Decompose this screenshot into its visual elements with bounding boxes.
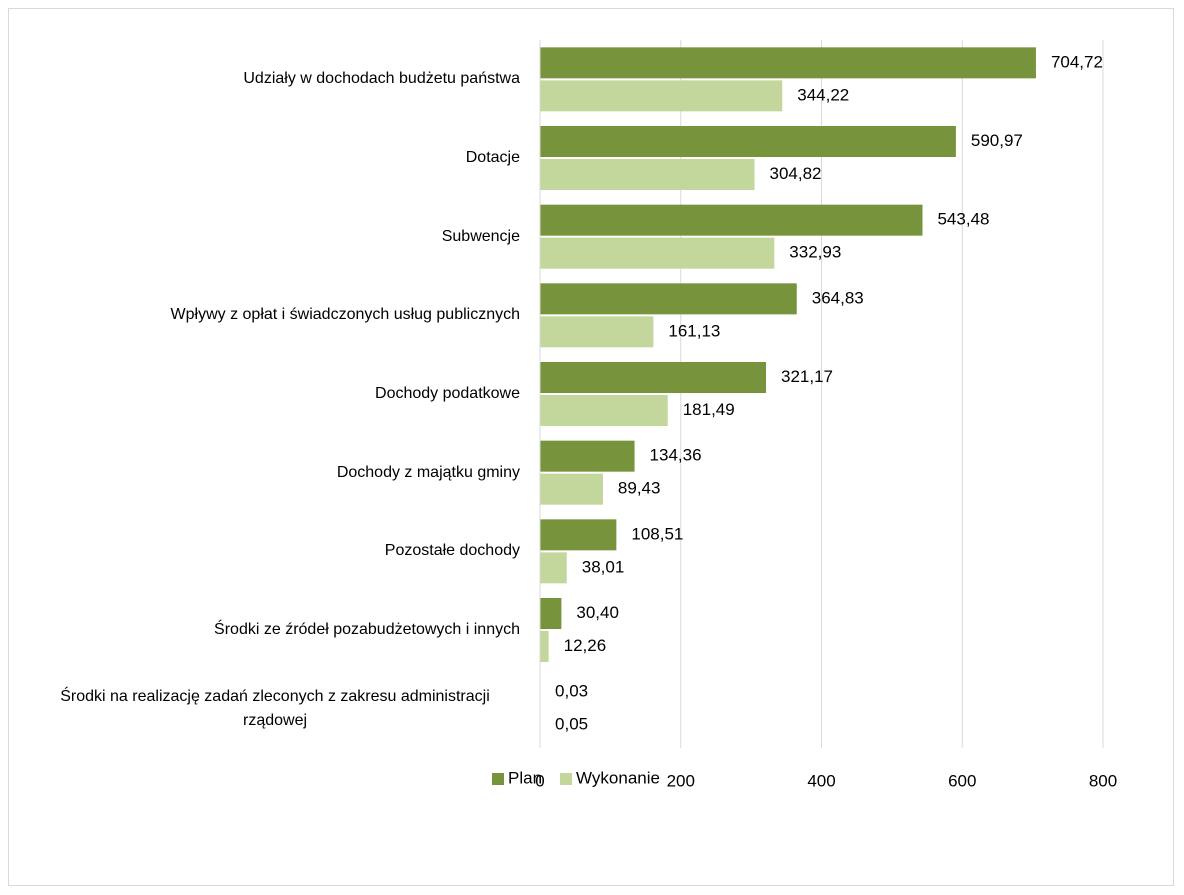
data-label: 0,03 bbox=[555, 682, 588, 701]
x-tick-label: 400 bbox=[807, 771, 835, 790]
data-label: 161,13 bbox=[668, 321, 720, 340]
category-label: Udziały w dochodach budżetu państwa bbox=[243, 70, 520, 88]
data-label: 12,26 bbox=[564, 636, 607, 655]
category-label: Pozostałe dochody bbox=[384, 542, 520, 560]
category-label: Środki na realizację zadań zleconych z z… bbox=[60, 687, 490, 729]
bar bbox=[540, 631, 549, 662]
category-label: Subwencje bbox=[441, 227, 520, 245]
data-label: 108,51 bbox=[631, 524, 683, 543]
bar bbox=[540, 440, 635, 472]
data-label: 344,22 bbox=[797, 85, 849, 104]
data-label: 543,48 bbox=[937, 210, 989, 229]
data-label: 38,01 bbox=[582, 557, 625, 576]
x-tick-label: 800 bbox=[1089, 771, 1117, 790]
data-label: 364,83 bbox=[812, 288, 864, 307]
legend-swatch bbox=[492, 773, 504, 785]
data-label: 0,05 bbox=[555, 715, 588, 734]
data-label: 134,36 bbox=[650, 446, 702, 465]
data-label: 332,93 bbox=[789, 243, 841, 262]
legend-swatch bbox=[560, 773, 573, 785]
bar bbox=[540, 473, 603, 505]
x-tick-label: 0 bbox=[535, 771, 544, 790]
category-label: Dochody podatkowe bbox=[375, 385, 520, 402]
category-label: Wpływy z opłat i świadczonych usług publ… bbox=[170, 306, 520, 324]
chart-frame bbox=[8, 8, 1174, 886]
category-label: Środki ze źródeł pozabudżetowych i innyc… bbox=[214, 621, 520, 638]
bar bbox=[540, 598, 562, 629]
bar bbox=[540, 362, 767, 393]
bar bbox=[540, 126, 956, 157]
bar bbox=[540, 316, 654, 348]
bar bbox=[540, 237, 775, 269]
data-label: 89,43 bbox=[618, 479, 661, 498]
bar bbox=[540, 519, 617, 551]
bar bbox=[540, 80, 783, 112]
x-tick-label: 600 bbox=[948, 771, 976, 790]
bar bbox=[540, 204, 923, 236]
category-label: Dotacje bbox=[465, 149, 520, 166]
bar bbox=[540, 552, 567, 584]
data-label: 590,97 bbox=[971, 131, 1023, 150]
bar bbox=[540, 395, 668, 426]
legend-label: Plan bbox=[508, 768, 542, 787]
legend-label: Wykonanie bbox=[576, 768, 660, 787]
category-label: Dochody z majątku gminy bbox=[336, 463, 520, 481]
bar bbox=[540, 47, 1036, 79]
data-label: 704,72 bbox=[1051, 52, 1103, 71]
data-label: 181,49 bbox=[683, 400, 735, 419]
bar bbox=[540, 283, 797, 315]
bar bbox=[540, 159, 755, 190]
x-tick-label: 200 bbox=[667, 771, 695, 790]
data-label: 30,40 bbox=[576, 603, 619, 622]
data-label: 321,17 bbox=[781, 367, 833, 386]
data-label: 304,82 bbox=[770, 164, 822, 183]
